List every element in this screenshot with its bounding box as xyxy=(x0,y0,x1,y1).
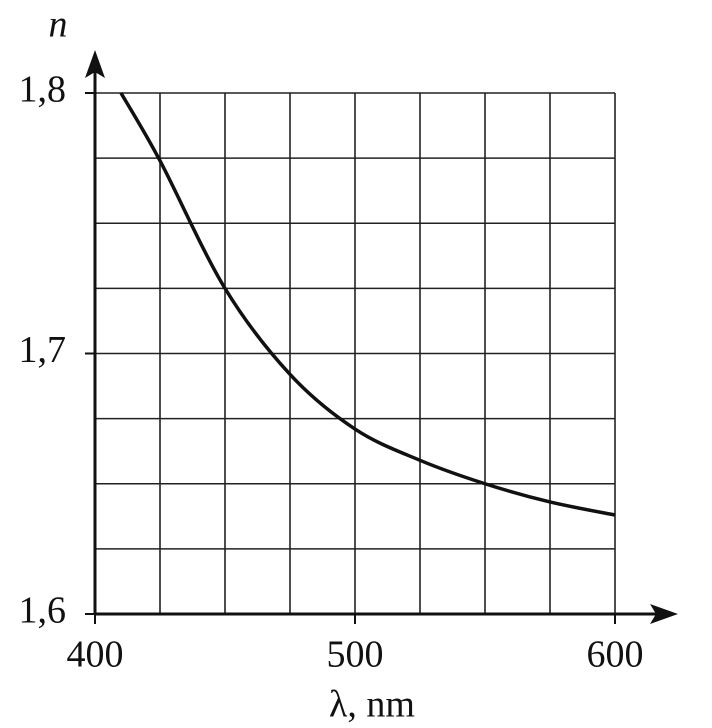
curve xyxy=(119,92,616,517)
y-tick-label: 1,6 xyxy=(19,590,67,632)
y-axis-label: n xyxy=(49,4,68,46)
x-axis-arrow xyxy=(650,604,678,624)
x-tick-label: 500 xyxy=(327,634,384,676)
x-tick-label: 400 xyxy=(67,634,124,676)
y-axis-arrow xyxy=(85,50,105,78)
x-tick-label: 600 xyxy=(587,634,644,676)
y-tick-label: 1,7 xyxy=(19,329,67,371)
y-tick-label: 1,8 xyxy=(19,69,67,111)
x-axis-label: λ, nm xyxy=(329,684,415,726)
